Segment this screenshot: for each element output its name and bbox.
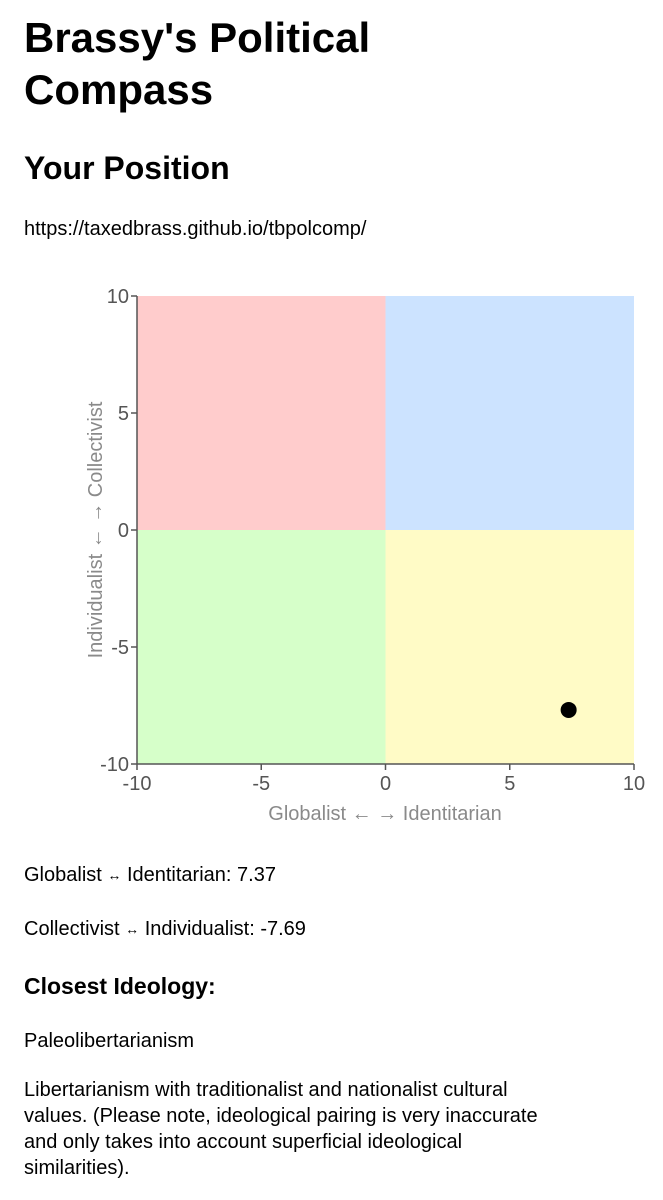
quadrant-bottom-left bbox=[137, 530, 386, 764]
x-axis-result: Globalist ↔ Identitarian: 7.37 bbox=[24, 864, 276, 886]
quadrant-bottom-right bbox=[385, 530, 634, 764]
y-axis-value: -7.69 bbox=[260, 918, 306, 940]
y-tick-label: 5 bbox=[118, 403, 129, 425]
y-tick-label: 10 bbox=[107, 286, 129, 308]
closest-ideology-heading: Closest Ideology: bbox=[24, 973, 216, 999]
x-tick-label: 5 bbox=[504, 773, 515, 795]
page-title: Brassy's Political Compass bbox=[24, 14, 371, 113]
quadrant-top-right bbox=[385, 296, 634, 530]
x-axis-name2: Identitarian bbox=[126, 864, 226, 886]
section-title-your-position: Your Position bbox=[24, 150, 230, 186]
x-tick-label: 0 bbox=[380, 773, 391, 795]
y-tick-label: -10 bbox=[100, 754, 129, 776]
source-url: https://taxedbrass.github.io/tbpolcomp/ bbox=[24, 218, 367, 240]
quadrant-top-left bbox=[137, 296, 386, 530]
y-tick-label: -5 bbox=[111, 637, 129, 659]
x-axis-name: Globalist bbox=[24, 864, 102, 886]
x-tick-label: -10 bbox=[123, 773, 152, 795]
x-tick-label: 10 bbox=[623, 773, 645, 795]
y-axis-name2: Individualist bbox=[144, 918, 250, 940]
political-compass-chart: -10 -5 0 5 10 -10 -5 0 5 10 Globalist ← → Identit… bbox=[85, 286, 645, 825]
x-axis-label: Globalist ← → Identitarian bbox=[268, 803, 501, 825]
bidirectional-arrow-icon: ↔ bbox=[125, 921, 140, 937]
x-axis-value: 7.37 bbox=[237, 864, 276, 886]
x-tick-label: -5 bbox=[252, 773, 270, 795]
position-marker bbox=[560, 701, 577, 718]
bidirectional-arrow-icon: ↔ bbox=[107, 867, 122, 883]
ideology-description: Libertarianism with traditionalist and n… bbox=[24, 1079, 538, 1179]
ideology-name: Paleolibertarianism bbox=[24, 1030, 195, 1052]
y-axis-result: Collectivist ↔ Individualist: -7.69 bbox=[24, 918, 306, 940]
y-axis-name: Collectivist bbox=[24, 918, 120, 940]
y-tick-label: 0 bbox=[118, 520, 129, 542]
y-axis-label: Individualist ← → Collectivist bbox=[85, 401, 107, 658]
